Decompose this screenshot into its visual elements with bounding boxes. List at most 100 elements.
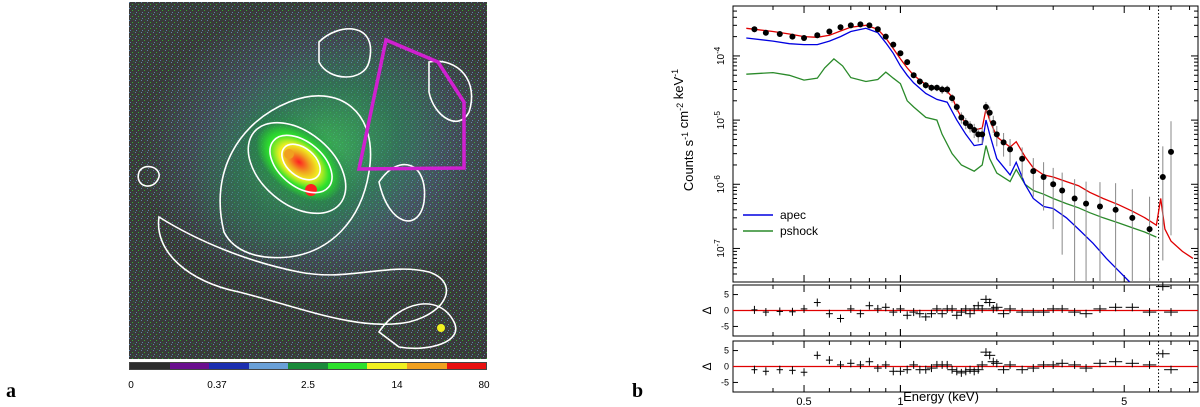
data-point (958, 114, 965, 121)
main-plot-area (732, 5, 1199, 393)
data-point (904, 59, 911, 66)
data-point (922, 82, 929, 89)
data-point (1112, 206, 1119, 213)
y-label-part: cm (676, 111, 691, 132)
y-axis-label: Counts s-1 cm-2 keV-1 (670, 69, 696, 191)
panel-label-b: b (632, 380, 644, 402)
colorbar-tick-1: 0.37 (207, 380, 227, 391)
colorbar-tick-0: 0 (128, 380, 134, 391)
colorbar-swatch (446, 363, 487, 369)
data-point (1059, 187, 1066, 194)
data-point (933, 84, 940, 91)
x-tick-label: 1 (897, 396, 903, 407)
series-line-pshock (746, 58, 1157, 238)
data-point (990, 120, 997, 127)
data-point (979, 131, 986, 138)
colorbar-tick-2: 2.5 (301, 380, 315, 391)
data-point (939, 86, 946, 93)
panel-label-a: a (6, 380, 16, 402)
y-tick-exp: -5 (713, 110, 722, 118)
y-tick-base: 10 (716, 182, 727, 194)
series-line-apec (746, 27, 1131, 282)
data-point (910, 72, 917, 79)
data-point (789, 33, 796, 40)
res-y-label: Δ (700, 362, 714, 370)
colorbar-tick-4: 80 (478, 380, 490, 391)
x-tick-label: 0.5 (796, 396, 811, 407)
y-tick-label: 10-4 (713, 46, 727, 65)
data-point (857, 21, 864, 28)
data-point (1096, 203, 1103, 210)
data-point (986, 109, 993, 116)
colorbar (129, 362, 487, 370)
colorbar-swatch (367, 363, 407, 369)
y-tick-exp: -7 (713, 239, 722, 247)
y-tick-base: 10 (716, 246, 727, 258)
y-label-sup: -1 (670, 69, 680, 77)
data-point (882, 33, 889, 40)
panel-frame-0 (732, 5, 1199, 283)
data-point (962, 120, 969, 127)
res-y-label: Δ (700, 306, 714, 314)
xray-image-svg (129, 2, 487, 359)
res-y-tick-label: -5 (721, 377, 729, 387)
data-point (1007, 146, 1014, 153)
res-y-tick-label: -5 (721, 321, 729, 331)
y-label-part: s (681, 139, 696, 150)
xray-image (129, 2, 487, 359)
data-point (866, 22, 873, 29)
data-point (837, 24, 844, 31)
colorbar-swatch (327, 363, 368, 369)
data-point (1168, 148, 1175, 155)
y-label-sup: -2 (675, 103, 685, 111)
colorbar-swatch (209, 363, 249, 369)
y-tick-label: 10-5 (713, 110, 727, 129)
data-point (814, 32, 821, 39)
y-tick-exp: -4 (713, 46, 722, 54)
data-point (801, 35, 808, 42)
res-y-tick-label: 0 (724, 306, 729, 316)
colorbar-tick-3: 14 (391, 380, 403, 391)
y-label-part: keV (671, 77, 686, 103)
data-point (897, 50, 904, 57)
data-point (928, 84, 935, 91)
series-group (746, 21, 1194, 282)
data-point (1159, 173, 1166, 180)
y-tick-exp: -6 (713, 175, 722, 183)
data-point (1050, 181, 1057, 188)
data-point (1083, 200, 1090, 207)
y-tick-base: 10 (716, 53, 727, 65)
colorbar-swatch (169, 363, 210, 369)
data-point (1000, 139, 1007, 146)
data-point (826, 28, 833, 35)
data-point (874, 26, 881, 33)
data-point (751, 26, 758, 33)
data-point (971, 127, 978, 134)
data-point (949, 95, 956, 102)
res-y-tick-label: 5 (724, 290, 729, 300)
y-tick-label: 10-7 (713, 239, 727, 258)
data-point (1019, 155, 1026, 162)
data-point (982, 104, 989, 111)
res-y-tick-label: 5 (724, 346, 729, 356)
data-point (1071, 195, 1078, 202)
colorbar-swatch (130, 363, 170, 369)
colorbar-swatch (248, 363, 289, 369)
data-point (776, 30, 783, 37)
data-point (1040, 173, 1047, 180)
data-point (993, 131, 1000, 138)
data-point (847, 22, 854, 29)
y-label-part: Counts (681, 149, 696, 191)
x-axis-label: Energy (keV) (903, 389, 979, 404)
data-point (916, 78, 923, 85)
y-tick-label: 10-6 (713, 175, 727, 194)
colorbar-swatch (288, 363, 328, 369)
data-point (890, 41, 897, 48)
data-point (1129, 214, 1136, 221)
legend-label-pshock: pshock (780, 224, 819, 238)
data-point (953, 104, 960, 111)
y-tick-base: 10 (716, 118, 727, 130)
res-y-tick-label: 0 (724, 362, 729, 372)
data-point (967, 123, 974, 130)
x-tick-label: 5 (1121, 396, 1127, 407)
